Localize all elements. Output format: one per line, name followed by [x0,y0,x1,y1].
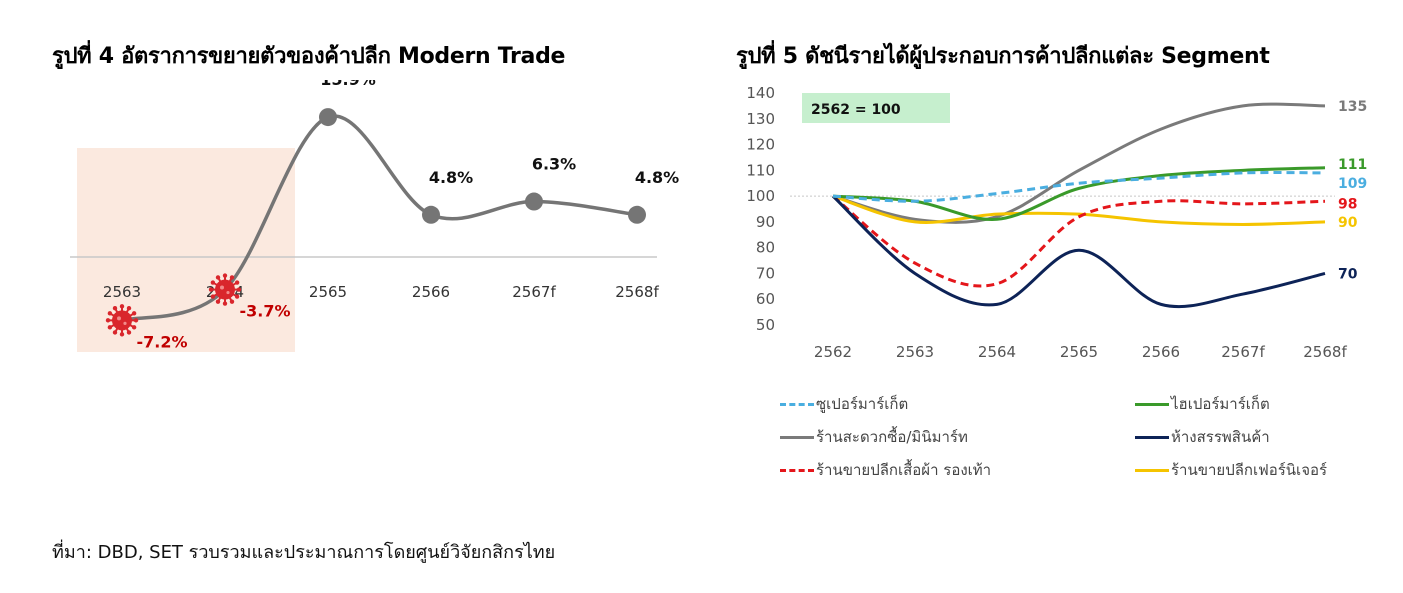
x-tick-label: 2564 [978,343,1016,361]
figure1-title: รูปที่ 4 อัตราการขยายตัวของค้าปลีก Moder… [52,44,566,69]
legend-swatch [780,402,814,406]
data-label: -3.7% [239,302,290,321]
series-end-label: 109 [1338,176,1367,192]
data-label: 4.8% [635,168,679,187]
legend-label: ห้างสรรพสินค้า [1171,428,1270,446]
figure2-title: รูปที่ 5 ดัชนีรายได้ผู้ประกอบการค้าปลีกแ… [736,44,1270,69]
x-tick-label: 2566 [412,283,450,301]
y-tick-label: 70 [756,264,775,282]
data-label: 4.8% [429,168,473,187]
series-line [832,171,1326,203]
legend-label: ซูเปอร์มาร์เก็ต [816,395,909,413]
legend-swatch [780,435,814,439]
legend-item: ร้านสะดวกซื้อ/มินิมาร์ท [780,425,968,449]
segment-revenue-index-chart: 50 60 70 80 90 100 110 120 130 140 2562 2563 2564 256… [746,84,1367,361]
y-tick-label: 60 [756,290,775,308]
x-tick-label: 2567f [1221,343,1265,361]
x-tick-label: 2565 [1060,343,1098,361]
y-tick-label: 120 [746,136,775,154]
data-point [628,205,646,224]
series-line [832,102,1326,224]
source-note: ที่มา: DBD, SET รวบรวมและประมาณการโดยศูน… [52,542,556,563]
legend-label: ร้านสะดวกซื้อ/มินิมาร์ท [816,428,968,446]
y-tick-label: 90 [756,213,775,231]
chart2-legend: ซูเปอร์มาร์เก็ต ไฮเปอร์มาร์เก็ตร้านสะดวกซ… [780,392,1380,492]
data-label: 15.9% [320,80,376,89]
legend-item: ไฮเปอร์มาร์เก็ต [1135,392,1270,416]
y-tick-label: 110 [746,161,775,179]
x-tick-label: 2565 [309,283,347,301]
legend-item: ร้านขายปลีกเสื้อผ้า รองเท้า [780,458,991,482]
y-tick-label: 140 [746,84,775,102]
x-tick-label: 2566 [1142,343,1180,361]
series-end-label: 111 [1338,157,1367,173]
legend-swatch [780,468,814,472]
legend-swatch [1135,435,1169,439]
series-line [831,195,1326,309]
y-tick-label: 100 [746,187,775,205]
x-tick-label: 2568f [615,283,659,301]
legend-item: ซูเปอร์มาร์เก็ต [780,392,908,416]
x-tick-label: 2563 [896,343,934,361]
series-line [832,194,1326,288]
x-tick-label: 2568f [1303,343,1347,361]
x-tick-label: 2563 [103,283,141,301]
data-label: 6.3% [532,155,576,174]
series-end-label: 90 [1338,215,1358,231]
base-year-annotation-box [802,93,950,123]
data-point [525,192,543,211]
legend-label: ไฮเปอร์มาร์เก็ต [1171,395,1270,413]
series-line [832,194,1326,226]
series-line [832,166,1326,221]
y-tick-label: 80 [756,239,775,257]
series-end-label: 70 [1338,266,1358,282]
legend-item: ห้างสรรพสินค้า [1135,425,1270,449]
modern-trade-growth-chart: 25632564256525662567f2568f-7.2%-3.7%15.9… [70,80,679,352]
legend-item: ร้านขายปลีกเฟอร์นิเจอร์ [1135,458,1327,482]
series-end-label: 135 [1338,99,1367,115]
covid-virus-icon [208,273,242,306]
data-label: -7.2% [136,332,187,351]
x-tick-label: 2562 [814,343,852,361]
base-year-annotation: 2562 = 100 [811,102,901,118]
y-tick-label: 50 [756,316,775,334]
legend-swatch [1135,402,1169,406]
legend-label: ร้านขายปลีกเฟอร์นิเจอร์ [1171,461,1328,479]
data-point [422,205,440,224]
data-point [319,108,337,127]
legend-label: ร้านขายปลีกเสื้อผ้า รองเท้า [816,461,992,479]
y-tick-label: 130 [746,110,775,128]
series-end-label: 98 [1338,196,1357,212]
covid-virus-icon [105,304,139,337]
legend-swatch [1135,468,1169,472]
x-tick-label: 2567f [512,283,556,301]
